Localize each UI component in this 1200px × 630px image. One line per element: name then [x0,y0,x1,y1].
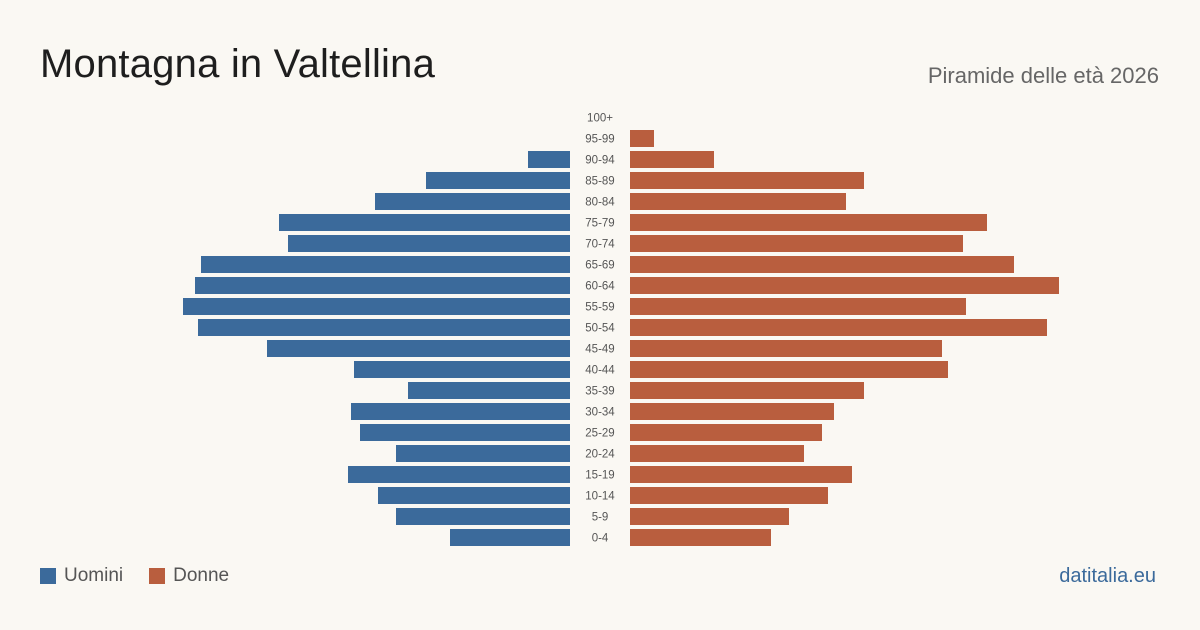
bar-female-35-39 [630,382,864,399]
age-label-35-39: 35-39 [585,386,614,398]
age-label-65-69: 65-69 [585,260,614,272]
age-label-60-64: 60-64 [585,281,615,293]
age-label-70-74: 70-74 [585,239,615,251]
legend-label-female: Donne [173,565,230,586]
bar-female-40-44 [630,361,948,378]
age-label-25-29: 25-29 [585,428,614,440]
bar-male-40-44 [354,361,570,378]
age-label-45-49: 45-49 [585,344,614,356]
brand-link[interactable]: datitalia.eu [1059,565,1156,587]
age-label-15-19: 15-19 [585,470,614,482]
bar-female-0-4 [630,529,771,546]
age-label-85-89: 85-89 [585,176,614,188]
legend-label-male: Uomini [64,565,124,586]
bar-male-60-64 [195,277,570,294]
bar-male-80-84 [375,193,570,210]
bar-male-10-14 [378,487,570,504]
age-label-40-44: 40-44 [585,365,615,377]
age-label-95-99: 95-99 [585,134,614,146]
bar-female-95-99 [630,130,654,147]
bar-female-80-84 [630,193,846,210]
age-label-20-24: 20-24 [585,449,615,461]
chart-title: Montagna in Valtellina [40,42,436,86]
bar-male-35-39 [408,382,570,399]
bar-female-25-29 [630,424,822,441]
legend-swatch-female [149,568,166,584]
bar-female-55-59 [630,298,966,315]
age-label-50-54: 50-54 [585,323,615,335]
bar-male-50-54 [198,319,570,336]
bar-male-15-19 [348,466,570,483]
bar-female-10-14 [630,487,828,504]
bar-female-15-19 [630,466,852,483]
age-label-90-94: 90-94 [585,155,615,167]
bar-male-70-74 [288,235,570,252]
legend-swatch-male [40,568,56,584]
bar-female-85-89 [630,172,864,189]
age-label-75-79: 75-79 [585,218,614,230]
bar-female-75-79 [630,214,987,231]
bar-male-30-34 [351,403,570,420]
legend-item-female: Donne [149,565,229,587]
age-label-30-34: 30-34 [585,407,615,419]
age-label-100+: 100+ [587,113,613,125]
bar-male-5-9 [396,508,570,525]
bar-male-20-24 [396,445,570,462]
chart-subtitle: Piramide delle età 2026 [927,63,1159,88]
bar-male-55-59 [183,298,570,315]
bar-female-90-94 [630,151,714,168]
bar-female-30-34 [630,403,834,420]
bar-female-20-24 [630,445,804,462]
bar-male-75-79 [279,214,570,231]
bar-female-45-49 [630,340,942,357]
bar-female-5-9 [630,508,789,525]
age-label-0-4: 0-4 [592,533,609,545]
legend-item-male: Uomini [40,565,123,587]
age-label-10-14: 10-14 [585,491,615,503]
bar-male-25-29 [360,424,570,441]
bar-male-65-69 [201,256,570,273]
legend: Uomini Donne [40,565,255,587]
bar-female-70-74 [630,235,963,252]
bar-male-0-4 [450,529,570,546]
age-label-80-84: 80-84 [585,197,615,209]
bar-female-50-54 [630,319,1047,336]
bar-male-45-49 [267,340,570,357]
bar-male-85-89 [426,172,570,189]
bar-male-90-94 [528,151,570,168]
bar-female-65-69 [630,256,1014,273]
age-label-5-9: 5-9 [592,512,609,524]
bar-female-60-64 [630,277,1059,294]
age-label-55-59: 55-59 [585,302,614,314]
